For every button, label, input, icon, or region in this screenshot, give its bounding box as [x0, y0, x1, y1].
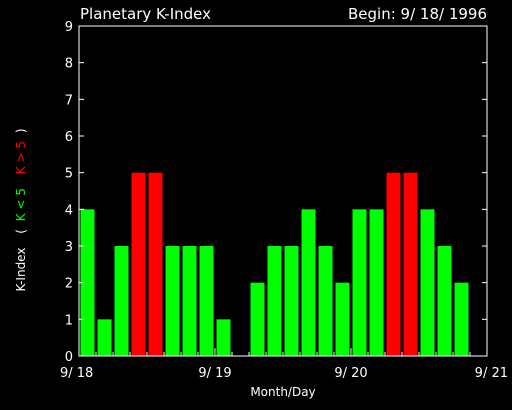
- svg-text:K-Index ( K < 5: K-Index ( K < 5 K > 5 ): [14, 128, 28, 291]
- bar: [114, 246, 129, 356]
- x-tick-label: 9/ 19: [198, 366, 231, 381]
- bar: [148, 172, 163, 356]
- bar: [335, 282, 350, 356]
- y-tick-label: 0: [65, 350, 73, 365]
- y-tick-label: 4: [65, 203, 73, 218]
- bar: [250, 282, 265, 356]
- bars-group: [80, 172, 469, 356]
- bar: [386, 172, 401, 356]
- x-tick-label: 9/ 21: [475, 366, 508, 381]
- x-axis-label: Month/Day: [250, 385, 315, 399]
- begin-date: Begin: 9/ 18/ 1996: [348, 5, 487, 23]
- bar: [165, 246, 180, 356]
- y-tick-label: 5: [65, 167, 73, 182]
- x-tick-label: 9/ 18: [60, 366, 93, 381]
- y-axis-label: K-Index: [14, 248, 28, 292]
- bar: [267, 246, 282, 356]
- bar: [437, 246, 452, 356]
- bar: [301, 209, 316, 356]
- legend-low: K < 5: [14, 188, 28, 221]
- bar: [420, 209, 435, 356]
- y-tick-label: 6: [65, 130, 73, 145]
- x-tick-label: 9/ 20: [334, 366, 367, 381]
- bar: [97, 319, 112, 356]
- legend-open-paren: (: [14, 229, 28, 234]
- bar: [131, 172, 146, 356]
- y-tick-label: 3: [65, 240, 73, 255]
- chart-title: Planetary K-Index: [80, 5, 211, 23]
- bar: [284, 246, 299, 356]
- bar: [199, 246, 214, 356]
- bar: [369, 209, 384, 356]
- y-tick-label: 9: [65, 20, 73, 35]
- bar: [403, 172, 418, 356]
- legend-high: K > 5: [14, 141, 28, 174]
- axes-group: 0 1 2 3 4 5 6 7 8 9 9/ 18 9/ 19 9/ 20 9/ 21: [60, 20, 508, 381]
- bar: [216, 319, 231, 356]
- bar: [454, 282, 469, 356]
- y-tick-label: 8: [65, 57, 73, 72]
- bar: [318, 246, 333, 356]
- bar: [182, 246, 197, 356]
- y-axis-label-group: K-Index ( K < 5 K > 5 ): [14, 128, 28, 291]
- y-tick-label: 1: [65, 313, 73, 328]
- y-tick-label: 2: [65, 277, 73, 292]
- bar: [352, 209, 367, 356]
- legend-close-paren: ): [14, 128, 28, 133]
- y-tick-label: 7: [65, 93, 73, 108]
